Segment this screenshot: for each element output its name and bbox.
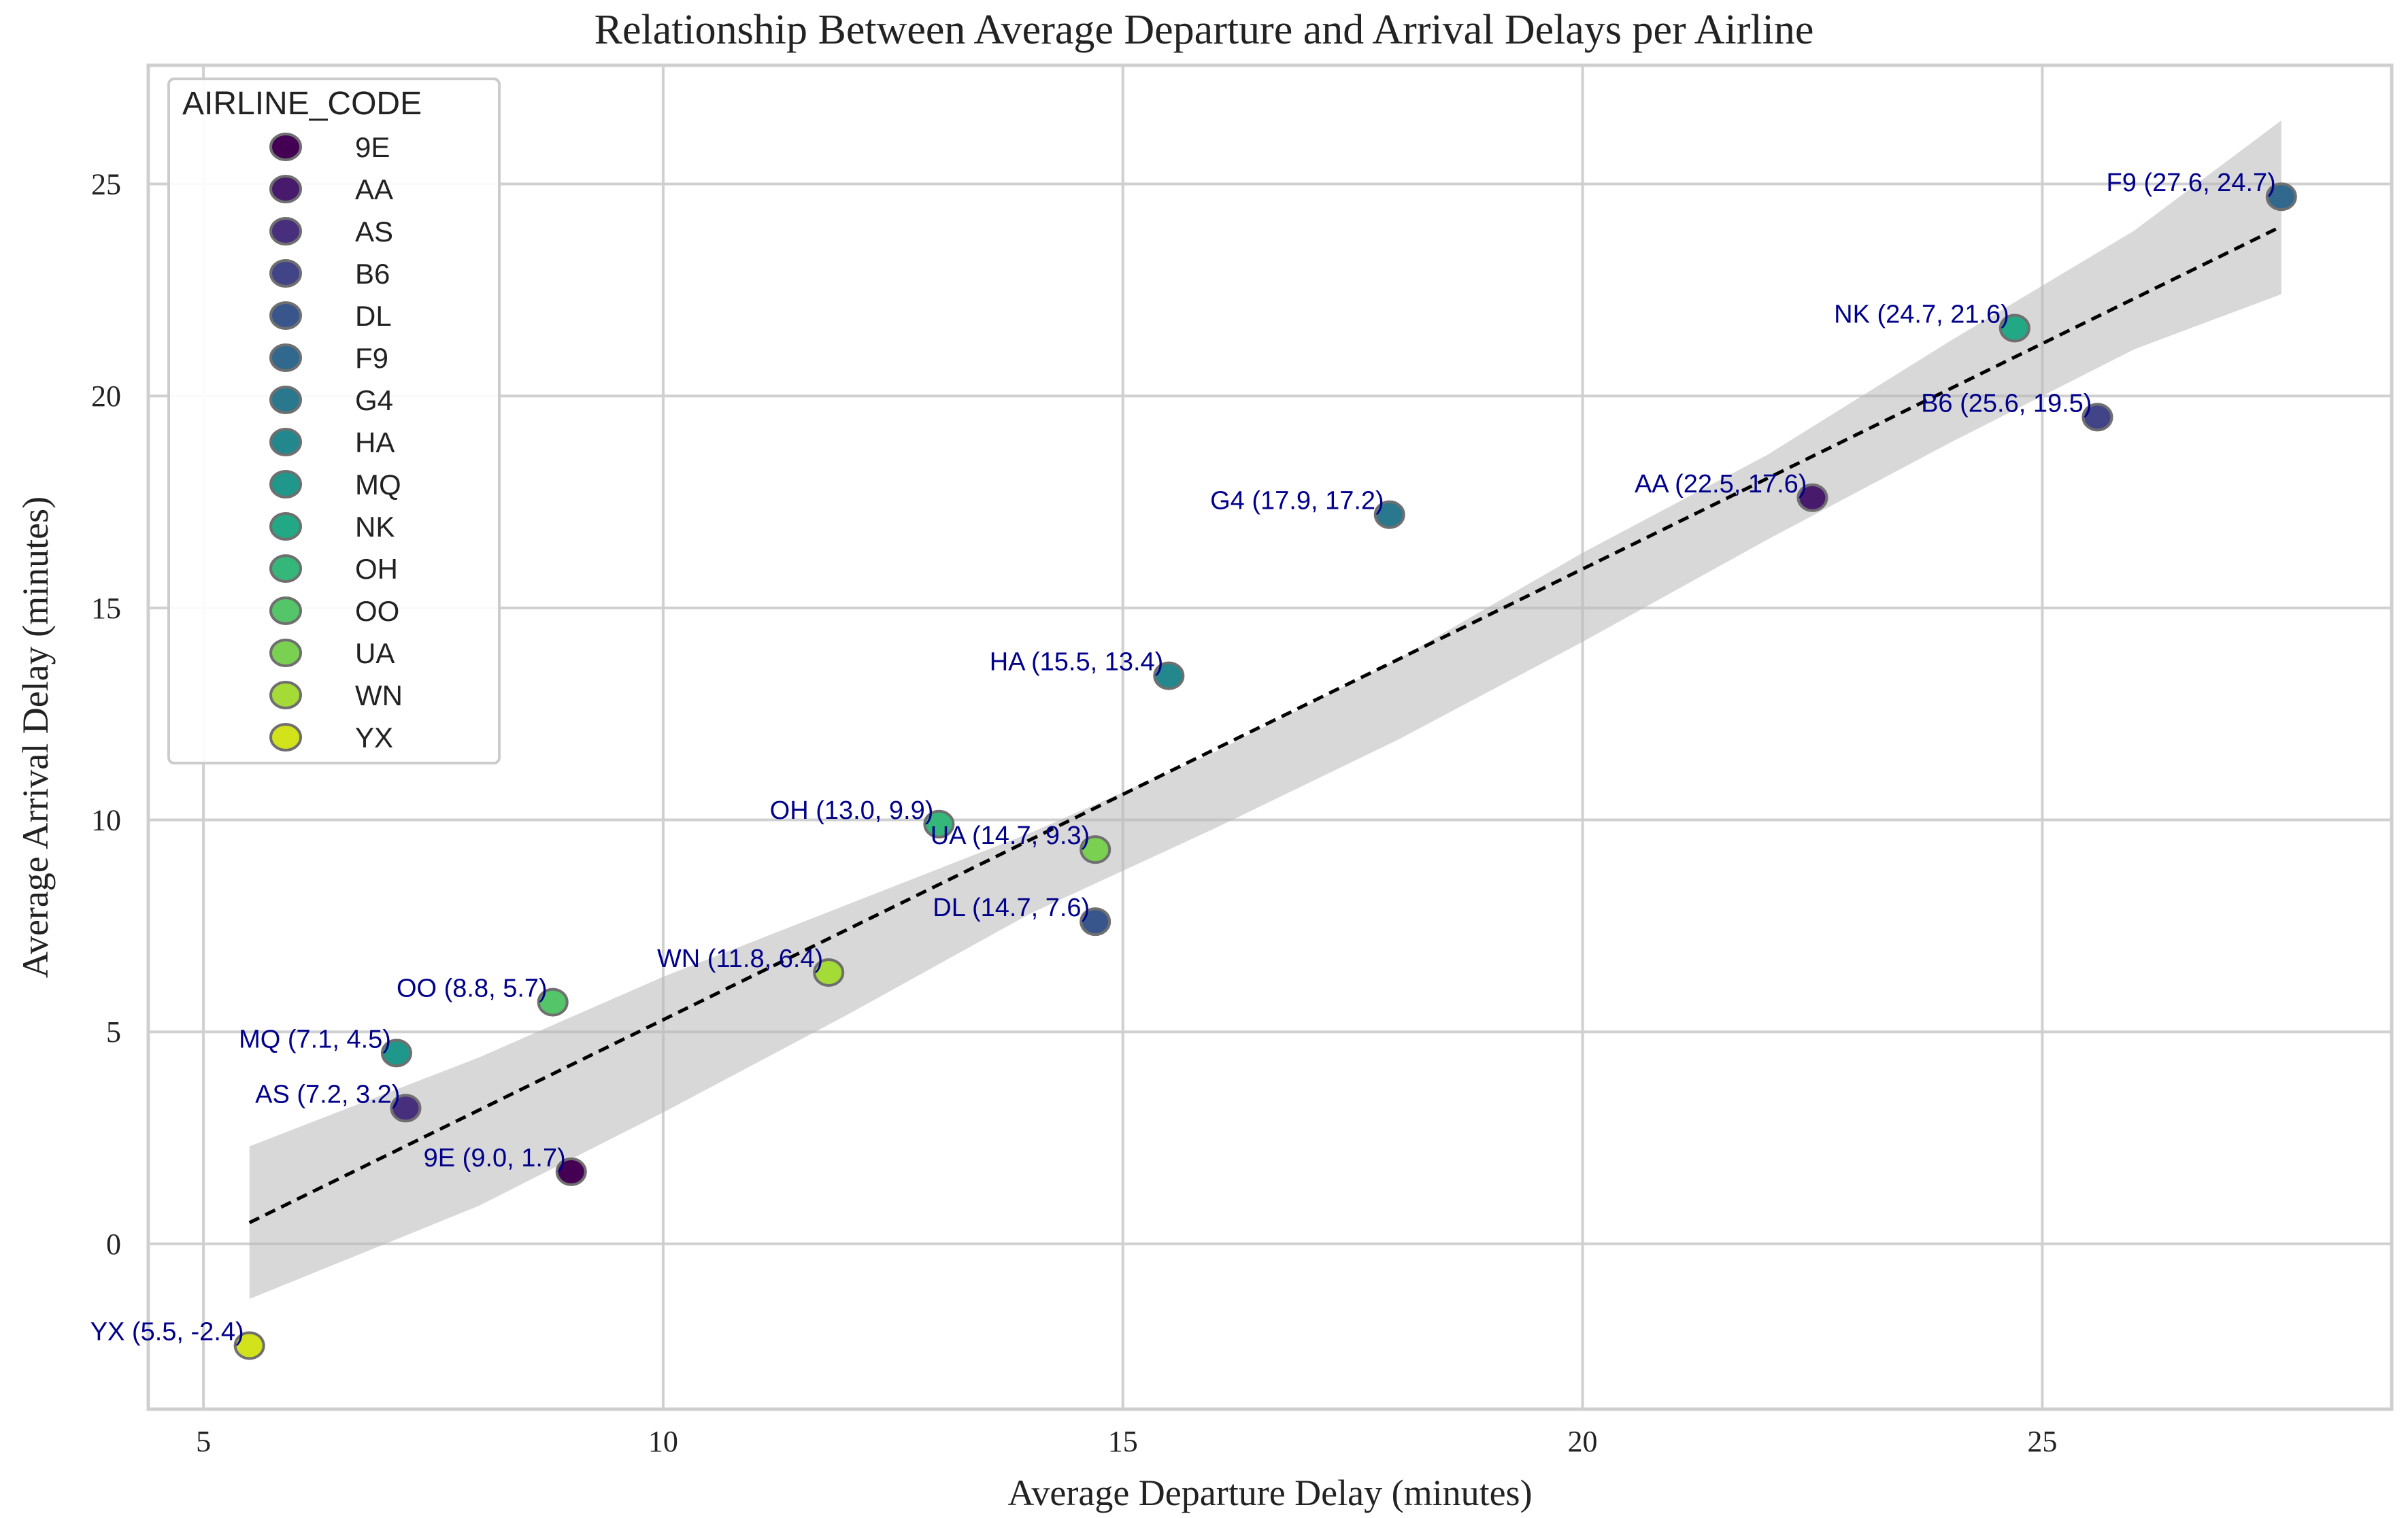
data-point-dl — [1080, 907, 1111, 937]
legend-label-f9: F9 — [355, 342, 388, 374]
confidence-band — [249, 120, 2281, 1299]
y-axis-title: Average Arrival Delay (minutes) — [15, 496, 56, 978]
legend-title: AIRLINE_CODE — [182, 86, 422, 122]
chart-title: Relationship Between Average Departure a… — [595, 7, 1814, 53]
legend-items: 9E AA AS B6 DL F9 G4 HA MQ NK OH OO UA WN YX — [269, 131, 403, 754]
x-axis-title: Average Departure Delay (minutes) — [1007, 1472, 1532, 1513]
legend-label-9e: 9E — [355, 131, 390, 163]
point-label-b6: B6 (25.6, 19.5) — [1921, 389, 2092, 418]
point-labels: 9E (9.0, 1.7) AA (22.5, 17.6) AS (7.2, 3.2… — [90, 169, 2276, 1346]
legend-marker-f9 — [269, 343, 302, 372]
y-tick-label: 25 — [91, 168, 121, 201]
legend-label-wn: WN — [355, 679, 403, 711]
data-point-b6 — [2081, 403, 2113, 432]
legend-marker-ua — [269, 639, 302, 667]
legend-label-yx: YX — [355, 722, 393, 754]
point-label-mq: MQ (7.1, 4.5) — [239, 1025, 391, 1053]
x-tick-label: 15 — [1108, 1425, 1138, 1458]
legend-marker-oo — [269, 596, 302, 625]
data-point-wn — [813, 958, 845, 987]
data-point-nk — [1999, 314, 2030, 343]
y-tick-label: 10 — [91, 804, 121, 837]
y-tick-label: 15 — [91, 592, 121, 625]
point-label-oh: OH (13.0, 9.9) — [770, 796, 934, 825]
data-point-g4 — [1373, 500, 1405, 529]
legend-marker-g4 — [269, 386, 302, 414]
y-tick-label: 5 — [106, 1015, 121, 1049]
legend-marker-as — [269, 217, 302, 246]
point-label-as: AS (7.2, 3.2) — [255, 1080, 400, 1109]
point-label-g4: G4 (17.9, 17.2) — [1210, 487, 1384, 516]
legend-marker-aa — [269, 175, 302, 203]
legend-marker-mq — [269, 470, 302, 499]
legend-label-nk: NK — [355, 511, 395, 543]
legend-marker-nk — [269, 512, 302, 541]
legend-marker-wn — [269, 681, 302, 709]
data-point-ua — [1080, 835, 1111, 864]
point-label-f9: F9 (27.6, 24.7) — [2107, 169, 2276, 197]
legend-label-aa: AA — [355, 173, 393, 205]
x-tick-label: 25 — [2027, 1425, 2057, 1458]
legend-label-mq: MQ — [355, 469, 401, 501]
point-label-yx: YX (5.5, -2.4) — [90, 1317, 244, 1346]
data-point-ha — [1153, 661, 1185, 690]
x-tick-label: 20 — [1568, 1425, 1598, 1458]
point-label-nk: NK (24.7, 21.6) — [1834, 300, 2009, 328]
data-point-9e — [555, 1157, 587, 1186]
x-tick-labels: 5 10 15 20 25 — [196, 1425, 2057, 1458]
legend-label-g4: G4 — [355, 384, 393, 416]
legend: AIRLINE_CODE 9E AA AS B6 DL F9 G4 HA MQ NK OH OO UA W… — [167, 78, 501, 764]
point-label-oo: OO (8.8, 5.7) — [397, 975, 548, 1003]
point-label-ha: HA (15.5, 13.4) — [990, 648, 1164, 677]
legend-marker-ha — [269, 428, 302, 456]
legend-label-oh: OH — [355, 553, 398, 585]
legend-label-b6: B6 — [355, 258, 390, 290]
point-label-aa: AA (22.5, 17.6) — [1635, 470, 1807, 499]
data-point-f9 — [2265, 182, 2297, 212]
point-label-9e: 9E (9.0, 1.7) — [424, 1144, 566, 1173]
legend-label-ha: HA — [355, 426, 395, 458]
legend-frame — [167, 78, 501, 764]
legend-marker-oh — [269, 554, 302, 583]
data-point-as — [390, 1094, 422, 1123]
legend-marker-9e — [269, 133, 302, 161]
x-tick-label: 5 — [196, 1425, 211, 1458]
point-label-dl: DL (14.7, 7.6) — [933, 894, 1090, 922]
legend-label-oo: OO — [355, 595, 399, 627]
legend-label-ua: UA — [355, 637, 395, 669]
data-point-aa — [1796, 483, 1828, 512]
point-label-wn: WN (11.8, 6.4) — [657, 945, 823, 973]
legend-marker-yx — [269, 723, 302, 752]
y-tick-label: 0 — [106, 1228, 121, 1261]
data-point-oo — [537, 988, 569, 1017]
legend-marker-dl — [269, 301, 302, 330]
data-point-mq — [380, 1039, 412, 1068]
legend-marker-b6 — [269, 259, 302, 288]
data-point-yx — [233, 1331, 265, 1360]
y-tick-label: 20 — [91, 380, 121, 413]
point-label-ua: UA (14.7, 9.3) — [931, 822, 1090, 850]
y-tick-labels: 0 5 10 15 20 25 — [91, 168, 121, 1261]
x-tick-label: 10 — [648, 1425, 678, 1458]
data-points — [233, 182, 2297, 1360]
legend-label-as: AS — [355, 216, 393, 248]
y-gridlines — [148, 182, 2392, 1245]
data-point-oh — [923, 809, 955, 839]
legend-label-dl: DL — [355, 300, 392, 332]
regression-line — [248, 224, 2282, 1224]
